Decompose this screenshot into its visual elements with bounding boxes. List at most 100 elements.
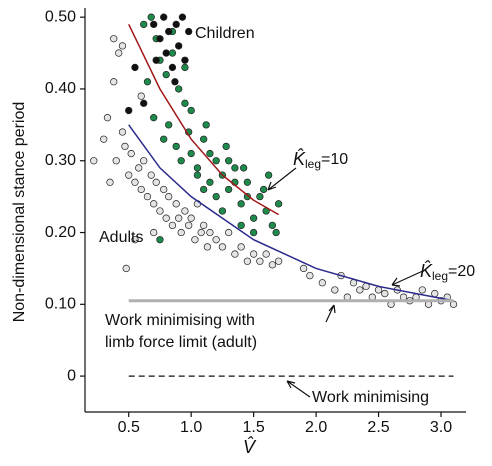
point	[121, 142, 129, 151]
point	[162, 214, 170, 222]
annotation-value: =10	[321, 151, 348, 168]
point	[212, 236, 220, 244]
point	[249, 228, 258, 237]
point	[256, 257, 264, 265]
point	[110, 78, 118, 86]
point	[135, 164, 143, 172]
point	[249, 214, 258, 222]
point	[256, 192, 264, 201]
point	[131, 236, 139, 244]
point	[150, 200, 158, 208]
point	[131, 178, 139, 186]
point	[418, 286, 426, 294]
point	[143, 192, 152, 201]
point	[140, 20, 148, 29]
point	[212, 192, 220, 201]
point	[147, 171, 155, 179]
point	[160, 13, 168, 21]
point	[185, 27, 193, 36]
point	[112, 157, 120, 165]
point	[318, 279, 326, 287]
point	[356, 286, 364, 294]
point	[222, 142, 230, 151]
point	[243, 192, 252, 201]
point	[272, 228, 280, 237]
point	[175, 214, 183, 222]
point	[243, 178, 252, 186]
point	[162, 70, 170, 79]
point	[162, 49, 170, 57]
point	[274, 257, 283, 265]
point	[172, 142, 180, 151]
point	[268, 221, 277, 230]
point	[143, 78, 152, 86]
annotation-subscript: leg	[432, 269, 448, 283]
point	[131, 63, 139, 72]
point	[237, 221, 245, 230]
point	[193, 171, 202, 179]
y-tick-label: 0.20	[45, 224, 76, 241]
point	[181, 56, 189, 64]
point	[177, 157, 185, 165]
point	[243, 257, 252, 265]
x-axis-label: V̂	[243, 436, 257, 457]
annotation-symbol: K̂	[293, 148, 306, 169]
point	[200, 135, 208, 143]
point	[262, 250, 270, 258]
point	[274, 200, 283, 208]
curve	[128, 24, 279, 216]
point	[202, 121, 210, 129]
point	[150, 20, 158, 29]
point	[168, 221, 177, 230]
point	[231, 164, 239, 172]
x-tick-label: 1.0	[180, 419, 202, 436]
point	[187, 149, 195, 158]
annotation-value: =20	[448, 263, 475, 280]
point	[206, 228, 214, 237]
arrows	[267, 167, 426, 398]
point	[140, 99, 148, 107]
point	[381, 289, 389, 298]
point	[137, 92, 145, 100]
annotation: Work minimising	[312, 389, 429, 406]
point	[225, 185, 233, 194]
point	[206, 178, 214, 186]
point	[156, 236, 164, 244]
point	[259, 185, 268, 194]
point	[168, 49, 177, 57]
point	[118, 128, 127, 136]
point	[206, 149, 214, 158]
point	[212, 157, 220, 165]
point	[264, 171, 273, 179]
point	[197, 228, 205, 237]
point	[103, 114, 112, 122]
point	[90, 157, 98, 165]
x-tick-label: 0.5	[118, 419, 140, 436]
point	[152, 56, 160, 64]
point	[225, 157, 233, 165]
annotation: limb force limit (adult)	[105, 334, 257, 351]
annotation-symbol: K̂	[420, 260, 433, 281]
point	[237, 243, 245, 251]
curve	[128, 124, 454, 302]
point	[125, 171, 133, 179]
annotation: Adults	[99, 229, 143, 246]
point	[299, 264, 308, 273]
point	[127, 149, 135, 158]
point	[115, 49, 123, 57]
point	[218, 243, 227, 251]
y-tick-label: 0.50	[45, 8, 76, 25]
annotation: K̂leg=10	[293, 148, 348, 171]
point	[178, 13, 187, 21]
point	[177, 228, 185, 237]
point	[187, 214, 195, 222]
point	[125, 106, 133, 115]
point	[118, 42, 127, 50]
annotation: Children	[195, 25, 255, 42]
point	[231, 250, 239, 258]
point	[168, 63, 177, 72]
point	[172, 20, 180, 29]
point	[110, 35, 118, 43]
point	[191, 236, 199, 244]
